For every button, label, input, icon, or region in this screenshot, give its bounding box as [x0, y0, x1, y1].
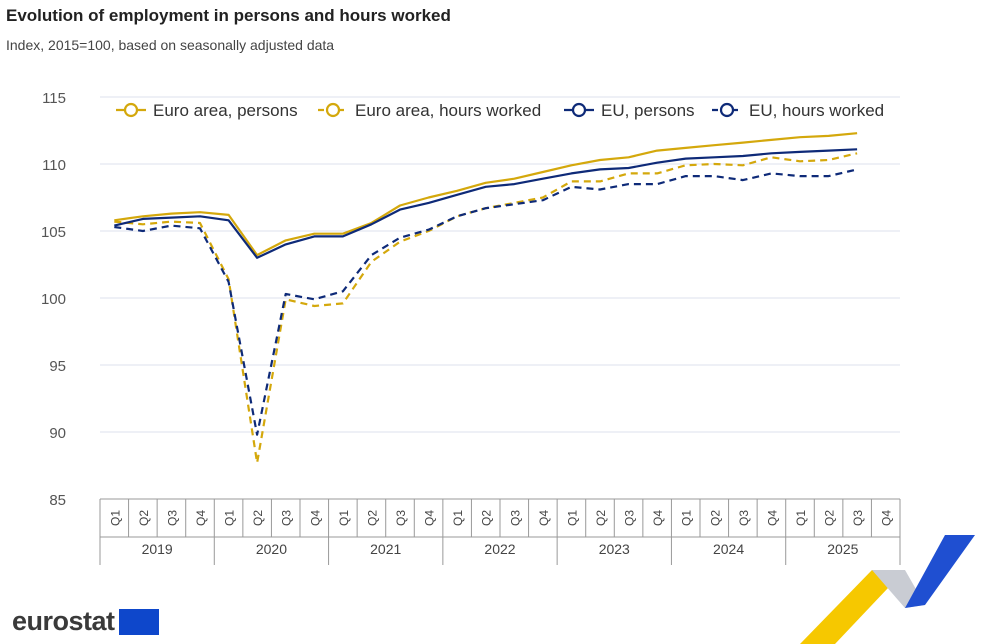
x-quarter-label: Q1: [794, 510, 808, 526]
chart-subtitle: Index, 2015=100, based on seasonally adj…: [6, 37, 335, 53]
x-quarter-label: Q1: [337, 510, 351, 526]
series-eu-hours-worked: [114, 168, 858, 436]
x-quarter-label: Q1: [451, 510, 465, 526]
x-year-label: 2019: [142, 541, 173, 557]
x-quarter-label: Q3: [623, 510, 637, 526]
series-line: [114, 168, 858, 436]
x-quarter-label: Q4: [308, 510, 322, 526]
legend-item: Euro area, hours worked: [318, 101, 541, 120]
chart-title: Evolution of employment in persons and h…: [6, 6, 451, 25]
decorative-ribbon-blue: [905, 535, 975, 608]
x-quarter-label: Q3: [851, 510, 865, 526]
x-quarter-label: Q4: [651, 510, 665, 526]
series-eu-persons: [114, 148, 858, 259]
legend-label: EU, persons: [601, 101, 695, 120]
x-year-label: 2021: [370, 541, 401, 557]
legend-marker-icon: [719, 102, 735, 118]
series-line: [114, 148, 858, 259]
logo-text: eurostat: [12, 606, 115, 636]
legend-item: EU, hours worked: [712, 101, 884, 120]
x-quarter-label: Q2: [365, 510, 379, 526]
x-quarter-label: Q3: [394, 510, 408, 526]
x-quarter-label: Q4: [537, 510, 551, 526]
x-quarter-label: Q1: [565, 510, 579, 526]
series-line: [114, 152, 858, 464]
y-tick-label: 90: [49, 425, 66, 442]
series-line: [114, 132, 858, 257]
x-quarter-label: Q2: [708, 510, 722, 526]
x-quarter-label: Q2: [137, 510, 151, 526]
x-quarter-label: Q4: [880, 510, 894, 526]
x-year-label: 2025: [827, 541, 858, 557]
y-tick-label: 110: [42, 157, 66, 174]
x-quarter-label: Q4: [423, 510, 437, 526]
series-euro-area-persons: [114, 132, 858, 257]
legend-marker-icon: [123, 102, 139, 118]
x-quarter-label: Q3: [280, 510, 294, 526]
legend-label: Euro area, persons: [153, 101, 298, 120]
x-year-label: 2023: [599, 541, 630, 557]
eu-flag-icon: [118, 608, 159, 635]
x-quarter-label: Q4: [194, 510, 208, 526]
x-quarter-label: Q4: [765, 510, 779, 526]
x-quarter-label: Q3: [737, 510, 751, 526]
y-tick-label: 115: [42, 90, 66, 107]
x-year-label: 2022: [484, 541, 515, 557]
decorative-ribbon-yellow: [800, 570, 905, 644]
x-year-label: 2020: [256, 541, 287, 557]
legend-item: Euro area, persons: [116, 101, 298, 120]
x-quarter-label: Q3: [165, 510, 179, 526]
x-quarter-label: Q2: [251, 510, 265, 526]
series-euro-area-hours-worked: [114, 152, 858, 464]
x-quarter-label: Q1: [680, 510, 694, 526]
x-quarter-label: Q3: [508, 510, 522, 526]
x-quarter-label: Q2: [480, 510, 494, 526]
legend-label: EU, hours worked: [749, 101, 884, 120]
y-tick-label: 95: [49, 358, 66, 375]
x-quarter-label: Q2: [594, 510, 608, 526]
x-quarter-label: Q2: [823, 510, 837, 526]
legend-marker-icon: [325, 102, 341, 118]
eurostat-logo: eurostat: [12, 606, 159, 637]
legend-label: Euro area, hours worked: [355, 101, 541, 120]
x-quarter-label: Q1: [223, 510, 237, 526]
legend-item: EU, persons: [564, 101, 695, 120]
x-quarter-label: Q1: [108, 510, 122, 526]
y-tick-label: 85: [49, 492, 66, 509]
y-tick-label: 105: [41, 224, 66, 241]
legend-marker-icon: [571, 102, 587, 118]
x-year-label: 2024: [713, 541, 744, 557]
y-tick-label: 100: [41, 291, 66, 308]
